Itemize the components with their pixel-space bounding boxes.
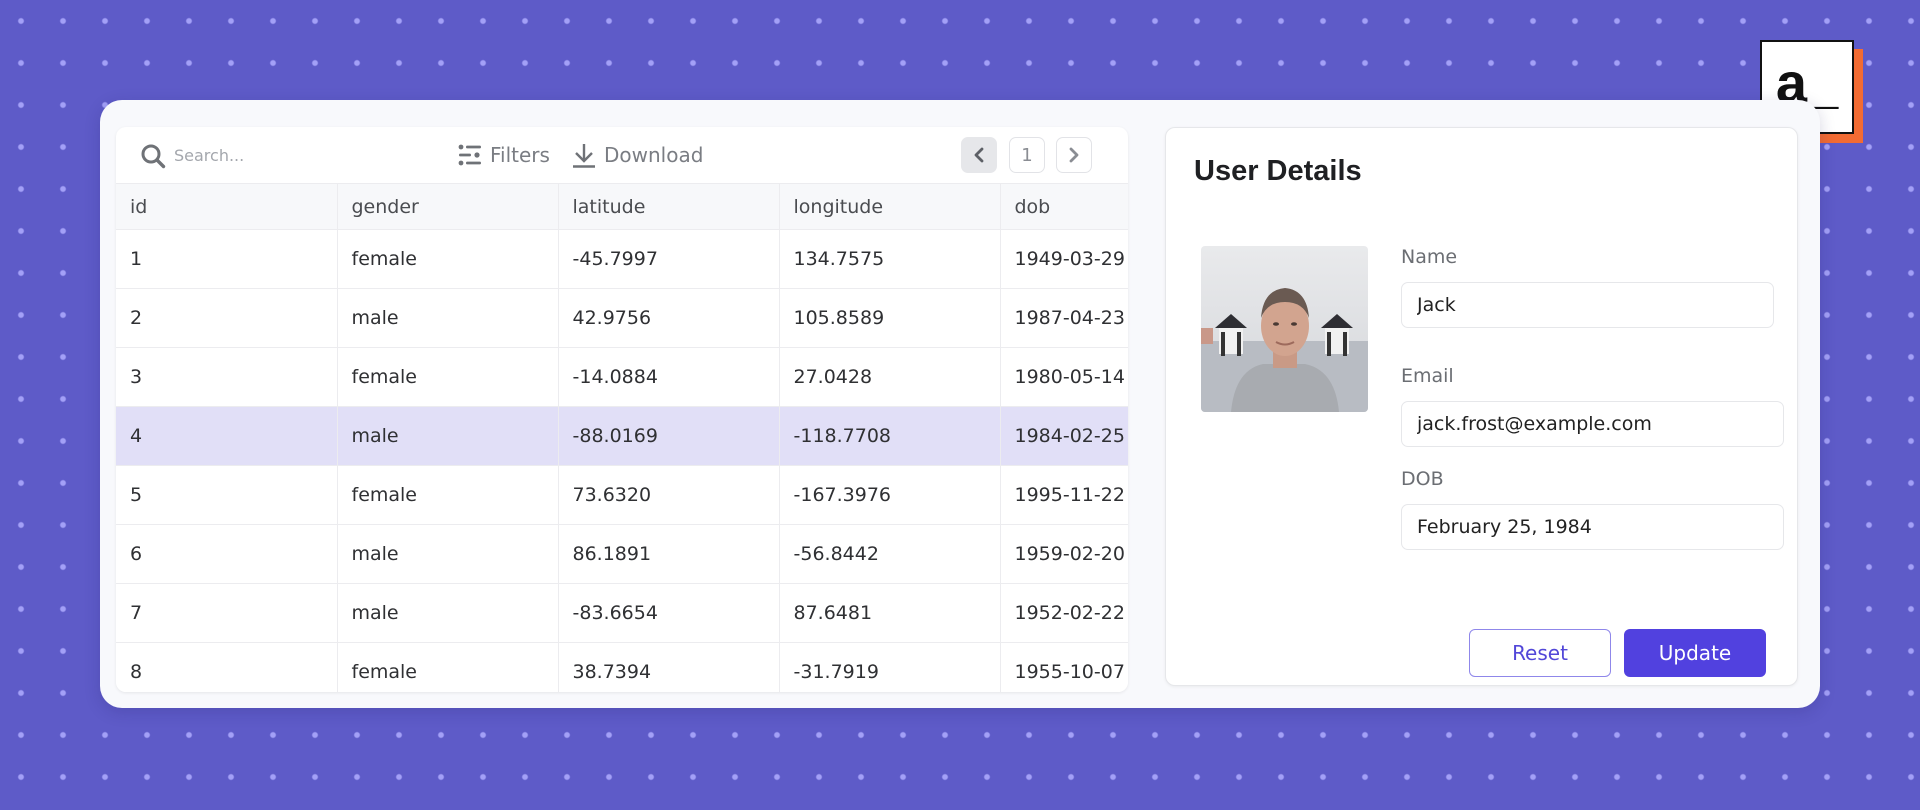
cell-latitude: -14.0884 [558,347,780,407]
cell-id: 7 [116,583,338,643]
cell-gender: male [337,288,559,348]
previous-page-button[interactable] [961,137,997,173]
next-page-button[interactable] [1056,137,1092,173]
name-label: Name [1401,246,1458,268]
cell-gender: male [337,583,559,643]
cell-gender: female [337,465,559,525]
name-input[interactable] [1401,282,1774,328]
update-button[interactable]: Update [1624,629,1766,677]
column-header-longitude[interactable]: longitude [779,183,1001,230]
reset-button[interactable]: Reset [1469,629,1611,677]
download-button[interactable]: Download [572,141,703,169]
details-title: User Details [1194,155,1362,187]
download-icon [573,144,595,168]
cell-longitude: -56.8442 [779,524,1001,584]
chevron-left-icon [974,147,984,163]
cell-id: 5 [116,465,338,525]
column-header-gender[interactable]: gender [337,183,559,230]
cell-dob: 1987-04-23 [1000,288,1128,348]
search-input[interactable] [174,141,424,169]
cell-latitude: 86.1891 [558,524,780,584]
table-row[interactable]: 3 female -14.0884 27.0428 1980-05-14 [116,347,1128,407]
chevron-right-icon [1069,147,1079,163]
cell-longitude: -118.7708 [779,406,1001,466]
cell-id: 2 [116,288,338,348]
cell-dob: 1980-05-14 [1000,347,1128,407]
download-label: Download [604,143,704,167]
cell-dob: 1955-10-07 [1000,642,1128,692]
table-row[interactable]: 6 male 86.1891 -56.8442 1959-02-20 [116,524,1128,584]
cell-dob: 1984-02-25 [1000,406,1128,466]
cell-longitude: 105.8589 [779,288,1001,348]
cell-longitude: -167.3976 [779,465,1001,525]
cell-gender: female [337,229,559,289]
cell-latitude: 38.7394 [558,642,780,692]
column-header-id[interactable]: id [116,183,338,230]
cell-latitude: 73.6320 [558,465,780,525]
dob-input[interactable] [1401,504,1784,550]
cell-gender: female [337,347,559,407]
filters-label: Filters [490,143,550,167]
table-toolbar: Filters Download 1 [116,127,1128,183]
cell-dob: 1952-02-22 [1000,583,1128,643]
dob-label: DOB [1401,468,1444,490]
cell-id: 8 [116,642,338,692]
table-row[interactable]: 8 female 38.7394 -31.7919 1955-10-07 [116,642,1128,692]
table-header-row: id gender latitude longitude dob [116,183,1128,230]
cell-latitude: -88.0169 [558,406,780,466]
email-input[interactable] [1401,401,1784,447]
cell-dob: 1959-02-20 [1000,524,1128,584]
cell-longitude: -31.7919 [779,642,1001,692]
cell-gender: male [337,406,559,466]
cell-longitude: 134.7575 [779,229,1001,289]
cell-longitude: 87.6481 [779,583,1001,643]
cell-latitude: -83.6654 [558,583,780,643]
cell-latitude: -45.7997 [558,229,780,289]
cell-id: 3 [116,347,338,407]
user-avatar-photo [1201,246,1368,412]
cell-dob: 1949-03-29 [1000,229,1128,289]
email-label: Email [1401,365,1454,387]
cell-gender: male [337,524,559,584]
filters-button[interactable]: Filters [458,141,550,169]
cell-latitude: 42.9756 [558,288,780,348]
users-table-panel: Filters Download 1 [116,127,1128,692]
brand-logo: a_ [1760,40,1863,143]
cell-id: 6 [116,524,338,584]
table-row[interactable]: 1 female -45.7997 134.7575 1949-03-29 [116,229,1128,289]
cell-dob: 1995-11-22 [1000,465,1128,525]
app-card: Filters Download 1 [100,100,1820,708]
users-table: id gender latitude longitude dob 1 femal… [116,183,1128,692]
cell-id: 4 [116,406,338,466]
cell-id: 1 [116,229,338,289]
user-details-panel: User Details Name [1165,127,1798,686]
search-icon [141,144,166,169]
filters-icon [458,144,481,166]
cell-gender: female [337,642,559,692]
table-row[interactable]: 2 male 42.9756 105.8589 1987-04-23 [116,288,1128,348]
table-row[interactable]: 5 female 73.6320 -167.3976 1995-11-22 [116,465,1128,525]
column-header-latitude[interactable]: latitude [558,183,780,230]
table-row[interactable]: 7 male -83.6654 87.6481 1952-02-22 [116,583,1128,643]
current-page-indicator[interactable]: 1 [1009,137,1045,173]
cell-longitude: 27.0428 [779,347,1001,407]
column-header-dob[interactable]: dob [1000,183,1128,230]
table-row-selected[interactable]: 4 male -88.0169 -118.7708 1984-02-25 [116,406,1128,466]
